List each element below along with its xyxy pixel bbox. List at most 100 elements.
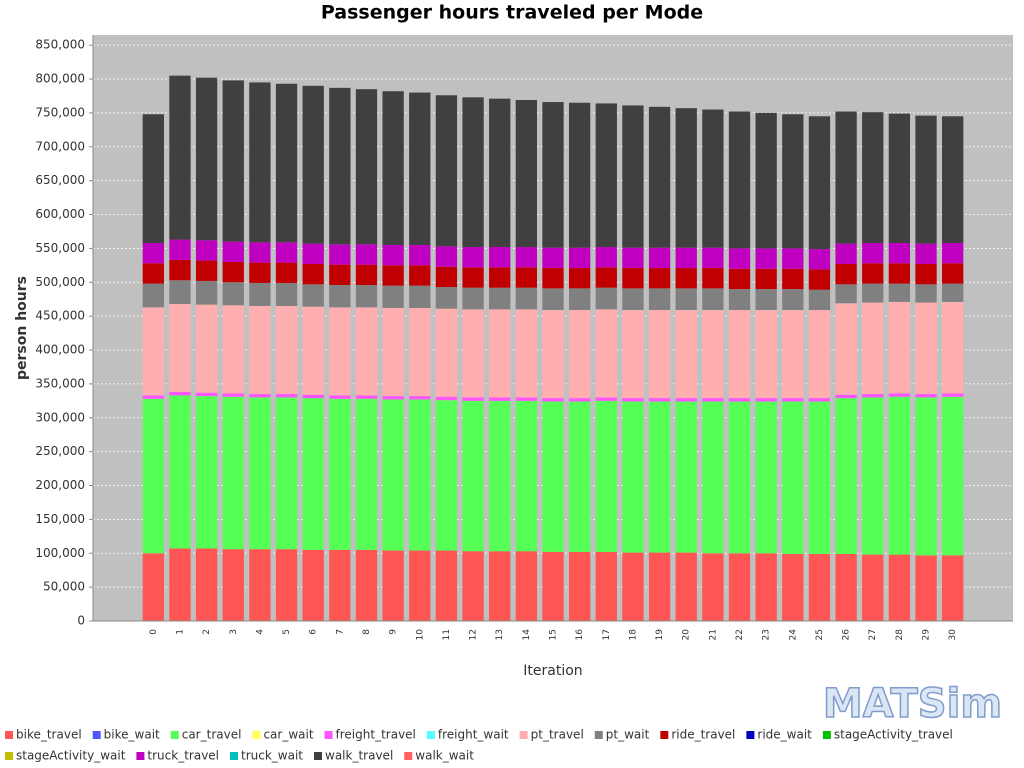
bar-segment xyxy=(409,265,431,286)
bar-segment xyxy=(595,400,617,552)
bar-segment xyxy=(302,243,324,264)
bar-segment xyxy=(622,268,644,289)
bar-segment xyxy=(728,401,751,554)
bar-segment xyxy=(275,397,298,550)
bar-segment xyxy=(275,83,298,243)
bar-segment xyxy=(648,268,671,289)
bar-segment xyxy=(142,398,164,554)
bar-segment xyxy=(808,310,831,399)
bar-segment xyxy=(622,105,644,248)
bar-segment xyxy=(888,263,911,284)
bar-segment xyxy=(648,401,671,553)
legend-swatch xyxy=(252,731,261,739)
bar-segment xyxy=(675,108,697,248)
y-tick-label: 400,000 xyxy=(35,343,85,357)
bar-segment xyxy=(435,308,458,397)
bar-segment xyxy=(355,264,378,285)
y-tick-label: 450,000 xyxy=(35,309,85,323)
bar-segment xyxy=(862,242,884,264)
bar-segment xyxy=(542,288,564,311)
x-tick-label: 12 xyxy=(469,629,479,640)
bar-segment xyxy=(542,268,564,289)
bar-segment xyxy=(782,398,804,402)
bar-segment xyxy=(675,398,697,402)
y-tick-label: 250,000 xyxy=(35,444,85,458)
bar-segment xyxy=(142,114,164,243)
bar-segment xyxy=(702,553,724,621)
bar-segment xyxy=(568,401,591,552)
bar-segment xyxy=(888,554,911,621)
bar-segment xyxy=(782,248,804,269)
bar-segment xyxy=(249,397,271,550)
bar-segment xyxy=(728,111,751,249)
bar-segment xyxy=(435,400,458,551)
legend-swatch xyxy=(5,731,13,739)
bar-segment xyxy=(648,552,671,621)
bar-segment xyxy=(862,112,884,243)
bar-segment xyxy=(942,301,964,394)
bar-segment xyxy=(462,551,484,621)
x-tick-label: 21 xyxy=(708,629,718,640)
chart-title: Passenger hours traveled per Mode xyxy=(321,2,703,24)
bar-segment xyxy=(302,306,324,395)
bar-segment xyxy=(195,304,218,393)
bar-segment xyxy=(568,398,591,402)
bar-segment xyxy=(755,289,777,311)
bar-segment xyxy=(835,398,857,554)
bar-segment xyxy=(542,247,564,269)
bar-segment xyxy=(835,284,857,304)
bar-segment xyxy=(728,248,751,269)
bar-segment xyxy=(329,307,351,396)
legend-label: truck_wait xyxy=(241,749,303,763)
y-tick-label: 750,000 xyxy=(35,105,85,119)
legend-swatch xyxy=(822,731,831,739)
bar-segment xyxy=(542,398,564,402)
bar-segment xyxy=(782,401,804,554)
x-tick-label: 10 xyxy=(415,629,425,641)
legend-label: pt_wait xyxy=(606,728,650,742)
bar-segment xyxy=(648,310,671,399)
bar-segment xyxy=(755,112,777,249)
bar-segment xyxy=(435,396,458,401)
bar-segment xyxy=(355,307,378,396)
legend-swatch xyxy=(594,731,603,739)
legend-label: car_travel xyxy=(182,728,242,742)
bar-segment xyxy=(835,111,857,244)
bar-segment xyxy=(409,92,431,246)
bar-segment xyxy=(675,247,697,269)
x-tick-label: 20 xyxy=(682,629,692,641)
bar-segment xyxy=(435,287,458,309)
bar-segment xyxy=(249,305,271,395)
bar-segment xyxy=(169,548,191,621)
x-tick-label: 15 xyxy=(549,629,559,640)
bar-segment xyxy=(595,551,617,621)
bar-segment xyxy=(302,284,324,307)
bar-segment xyxy=(409,308,431,397)
bar-segment xyxy=(355,398,378,550)
bar-segment xyxy=(888,393,911,397)
bar-segment xyxy=(382,308,404,397)
x-tick-label: 14 xyxy=(522,629,532,641)
bar-segment xyxy=(382,396,404,400)
bar-segment xyxy=(702,288,724,311)
bar-segment xyxy=(195,280,218,305)
bar-segment xyxy=(835,553,857,621)
bar-segment xyxy=(195,396,218,549)
bar-segment xyxy=(622,247,644,269)
bar-segment xyxy=(568,268,591,289)
x-tick-label: 5 xyxy=(282,629,292,635)
bar-segment xyxy=(329,87,351,245)
legend-label: walk_travel xyxy=(325,749,393,763)
bar-segment xyxy=(195,240,218,261)
bar-segment xyxy=(195,548,218,621)
bar-segment xyxy=(942,393,964,397)
bar-segment xyxy=(702,398,724,402)
legend-label: walk_wait xyxy=(415,749,474,763)
bar-segment xyxy=(382,285,404,309)
bar-segment xyxy=(622,552,644,621)
bar-segment xyxy=(355,549,378,621)
bar-segment xyxy=(249,82,271,243)
bar-segment xyxy=(222,282,244,306)
x-axis-title: Iteration xyxy=(523,663,582,679)
bar-segment xyxy=(462,247,484,268)
